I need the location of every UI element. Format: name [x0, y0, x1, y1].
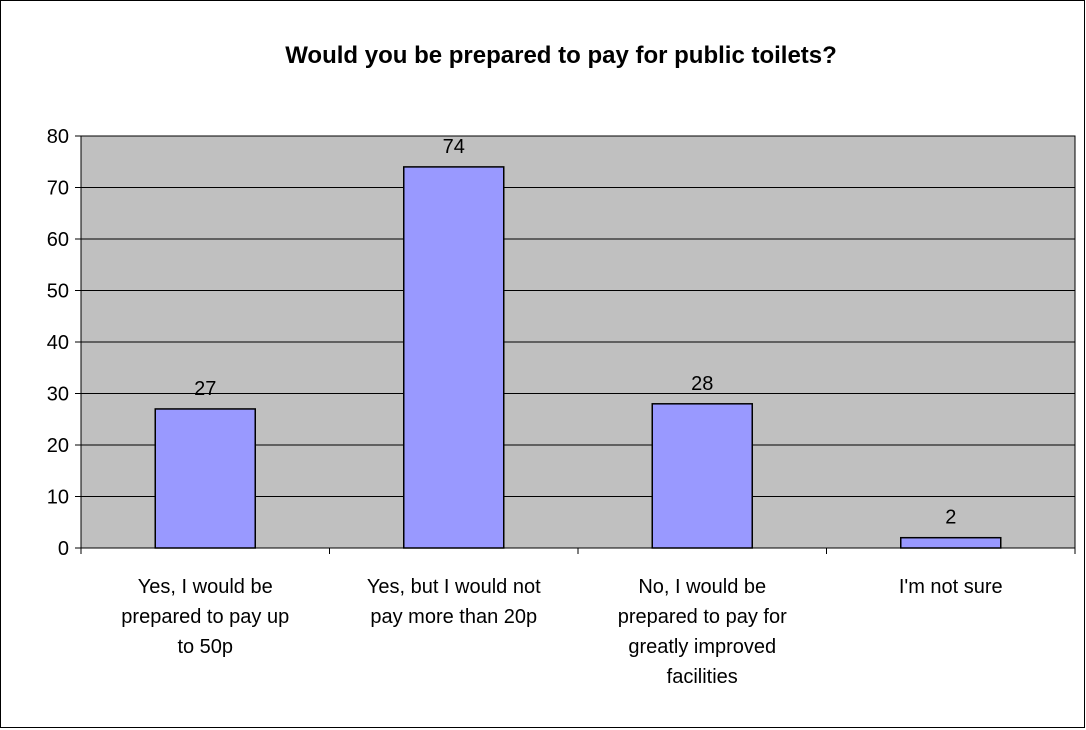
- x-tick-label: No, I would be: [638, 576, 766, 598]
- bar: [154, 408, 256, 549]
- y-tick-label: 80: [47, 126, 69, 148]
- y-tick-label: 50: [47, 281, 69, 303]
- bars: [154, 166, 1002, 549]
- y-tick-label: 20: [47, 435, 69, 457]
- bar: [900, 536, 1002, 549]
- x-tick-label: prepared to pay for: [618, 606, 787, 628]
- y-tick-label: 10: [47, 487, 69, 509]
- y-tick-label: 0: [58, 538, 69, 560]
- x-tick-label: to 50p: [177, 636, 233, 658]
- data-label: 28: [691, 373, 713, 395]
- x-tick-label: I'm not sure: [899, 576, 1003, 598]
- y-axis-ticks: 0 10 20 30 40 50 60 70 80: [47, 126, 1076, 560]
- x-tick-label: pay more than 20p: [370, 606, 537, 628]
- x-axis-labels: Yes, I would be prepared to pay up to 50p Y…: [121, 576, 1002, 688]
- y-tick-label: 40: [47, 332, 69, 354]
- x-tick-label: Yes, I would be: [138, 576, 273, 598]
- x-tick-label: greatly improved: [628, 636, 776, 658]
- x-tick-label: Yes, but I would not: [367, 576, 541, 598]
- y-tick-label: 70: [47, 178, 69, 200]
- y-tick-label: 30: [47, 384, 69, 406]
- data-label: 2: [945, 507, 956, 529]
- x-tick-label: prepared to pay up: [121, 606, 289, 628]
- bar: [403, 166, 505, 549]
- x-tick-label: facilities: [667, 666, 738, 688]
- bar: [651, 403, 753, 549]
- data-label: 27: [194, 378, 216, 400]
- data-labels: 27 74 28 2: [194, 136, 956, 529]
- data-label: 74: [443, 136, 465, 158]
- chart-title: Would you be prepared to pay for public …: [285, 42, 837, 69]
- y-tick-label: 60: [47, 229, 69, 251]
